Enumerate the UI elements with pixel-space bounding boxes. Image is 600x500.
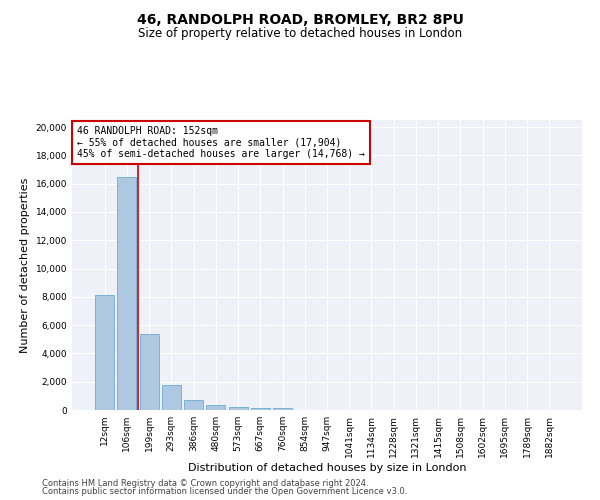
Text: 46 RANDOLPH ROAD: 152sqm
← 55% of detached houses are smaller (17,904)
45% of se: 46 RANDOLPH ROAD: 152sqm ← 55% of detach… xyxy=(77,126,365,159)
Text: Contains HM Land Registry data © Crown copyright and database right 2024.: Contains HM Land Registry data © Crown c… xyxy=(42,478,368,488)
Bar xyxy=(162,385,181,410)
Bar xyxy=(206,406,225,410)
Bar xyxy=(118,176,136,410)
Text: Contains public sector information licensed under the Open Government Licence v3: Contains public sector information licen… xyxy=(42,487,407,496)
Bar xyxy=(184,400,203,410)
Y-axis label: Number of detached properties: Number of detached properties xyxy=(20,178,30,352)
Bar xyxy=(95,296,114,410)
Bar xyxy=(273,408,292,410)
Bar xyxy=(251,408,270,410)
Bar xyxy=(140,334,158,410)
Text: 46, RANDOLPH ROAD, BROMLEY, BR2 8PU: 46, RANDOLPH ROAD, BROMLEY, BR2 8PU xyxy=(137,12,463,26)
X-axis label: Distribution of detached houses by size in London: Distribution of detached houses by size … xyxy=(188,462,466,472)
Bar xyxy=(229,407,248,410)
Text: Size of property relative to detached houses in London: Size of property relative to detached ho… xyxy=(138,28,462,40)
